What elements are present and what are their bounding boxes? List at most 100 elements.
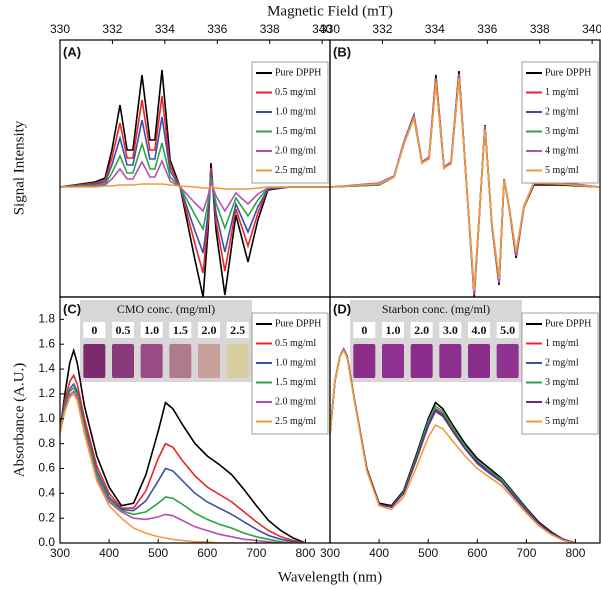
- x-tick-label: 800: [565, 546, 585, 560]
- x-tick-label: 340: [582, 22, 601, 36]
- x-tick-label: 330: [50, 22, 70, 36]
- legend-label: 5 mg/ml: [545, 416, 579, 427]
- series-line: [60, 183, 330, 190]
- vial-label: 0.5: [116, 323, 131, 337]
- vial-label-box: [382, 322, 404, 338]
- x-tick-label: 334: [155, 22, 175, 36]
- x-tick-label: 332: [372, 22, 392, 36]
- vial: [410, 344, 433, 378]
- vial-label-box: [439, 322, 462, 338]
- vial-label-box: [140, 322, 163, 338]
- series-line: [330, 348, 576, 543]
- x-tick-label: 400: [99, 546, 119, 560]
- legend-label: Pure DPPH: [545, 318, 591, 329]
- vial-label: 1.5: [173, 323, 188, 337]
- legend-label: 2.0 mg/ml: [275, 396, 316, 407]
- legend-label: 4 mg/ml: [545, 145, 579, 156]
- x-tick-label: 340: [312, 22, 332, 36]
- vial: [226, 344, 249, 378]
- vial-label: 3.0: [443, 323, 458, 337]
- inset-photo: [80, 300, 252, 382]
- x-tick-label: 336: [207, 22, 227, 36]
- legend-label: Pure DPPH: [275, 318, 321, 329]
- x-tick-label: 338: [260, 22, 280, 36]
- vial: [496, 344, 519, 378]
- legend-label: 2.0 mg/ml: [275, 145, 316, 156]
- panel-label: (C): [63, 301, 81, 316]
- legend-label: 2.5 mg/ml: [275, 416, 316, 427]
- inset-title: Starbon conc. (mg/ml): [382, 302, 490, 316]
- x-tick-label: 336: [477, 22, 497, 36]
- y-axis-title: Absorbance (A.U.): [11, 363, 27, 478]
- legend-label: Pure DPPH: [545, 67, 591, 78]
- vial-label-box: [169, 322, 192, 338]
- legend-label: 2 mg/ml: [545, 106, 579, 117]
- legend-label: Pure DPPH: [275, 67, 321, 78]
- legend-label: 1.0 mg/ml: [275, 357, 316, 368]
- vial: [169, 344, 192, 378]
- legend-label: 1 mg/ml: [545, 87, 579, 98]
- legend-label: 1.0 mg/ml: [275, 106, 316, 117]
- panel-label: (A): [63, 44, 81, 59]
- vial-label: 2.5: [230, 323, 245, 337]
- vial-label-box: [226, 322, 249, 338]
- x-tick-label: 300: [50, 546, 70, 560]
- legend-box: [251, 61, 329, 184]
- y-tick-label: 1.4: [38, 361, 55, 375]
- vial-label-box: [496, 322, 519, 338]
- x-tick-label: 332: [102, 22, 122, 36]
- series-line: [60, 386, 306, 543]
- legend-label: 1.5 mg/ml: [275, 126, 316, 137]
- legend-label: 0.5 mg/ml: [275, 87, 316, 98]
- series-line: [330, 77, 600, 292]
- vial-label-box: [468, 322, 490, 338]
- vial-label: 1.0: [144, 323, 159, 337]
- inset-title: CMO conc. (mg/ml): [117, 302, 215, 316]
- vial: [112, 344, 134, 378]
- y-tick-label: 1.8: [38, 312, 55, 326]
- x-tick-label: 330: [320, 22, 340, 36]
- vial-label: 5.0: [500, 323, 515, 337]
- vial: [353, 344, 376, 378]
- x-tick-label: 600: [197, 546, 217, 560]
- plot-frame: [329, 296, 601, 544]
- x-tick-label: 338: [530, 22, 550, 36]
- panel-label: (B): [333, 44, 351, 59]
- legend-label: 5 mg/ml: [545, 165, 579, 176]
- legend-label: 3 mg/ml: [545, 126, 579, 137]
- y-tick-label: 1.6: [38, 336, 55, 350]
- vial-label-box: [83, 322, 106, 338]
- vial-label: 0: [361, 323, 367, 337]
- x-tick-label: 500: [418, 546, 438, 560]
- inset-photo: [350, 300, 522, 382]
- vial: [439, 344, 462, 378]
- y-axis-title: Signal Intensity: [11, 120, 27, 215]
- legend-box: [251, 312, 329, 435]
- series-line: [60, 158, 330, 213]
- y-tick-label: 1.0: [38, 411, 55, 425]
- vial-label-box: [112, 322, 134, 338]
- y-tick-label: 0.2: [38, 510, 55, 524]
- x-tick-label: 700: [516, 546, 536, 560]
- vial: [198, 344, 220, 378]
- x-tick-label: 800: [295, 546, 315, 560]
- legend-label: 0.5 mg/ml: [275, 338, 316, 349]
- x-tick-label: 600: [467, 546, 487, 560]
- y-tick-label: 0.4: [38, 485, 55, 499]
- x-tick-label: 500: [148, 546, 168, 560]
- panel-label: (D): [333, 301, 351, 316]
- series-line: [60, 382, 306, 543]
- legend-box: [521, 312, 599, 435]
- vial-label: 2.0: [202, 323, 217, 337]
- legend-label: 4 mg/ml: [545, 396, 579, 407]
- vial: [468, 344, 490, 378]
- y-tick-label: 0.0: [38, 535, 55, 549]
- legend-box: [521, 61, 599, 184]
- vial-label: 0: [91, 323, 97, 337]
- y-tick-label: 0.6: [38, 461, 55, 475]
- legend-label: 3 mg/ml: [545, 377, 579, 388]
- vial-label: 1.0: [386, 323, 401, 337]
- x-axis-title: Magnetic Field (mT): [267, 3, 393, 19]
- vial: [140, 344, 163, 378]
